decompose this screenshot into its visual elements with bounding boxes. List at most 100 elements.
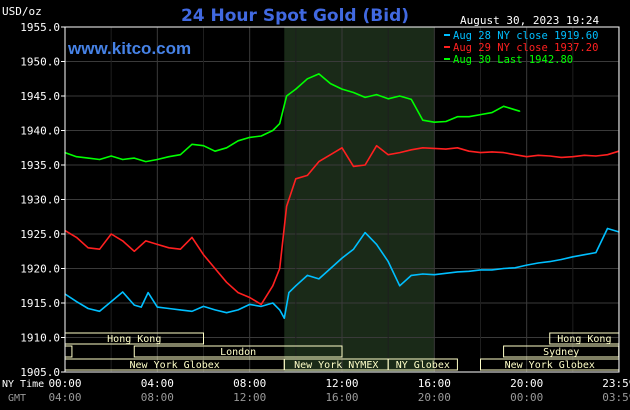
series-2-point <box>549 155 551 157</box>
series-2-point <box>202 254 205 256</box>
series-2-point <box>295 178 297 180</box>
market-session-label: New York NYMEX <box>294 360 378 371</box>
market-session-label: London <box>220 347 256 358</box>
series-1-point <box>364 232 366 234</box>
series-layer <box>64 73 620 320</box>
x-tick-label-gmt: 04:00 <box>48 391 81 404</box>
series-1-point <box>147 292 149 294</box>
series-1-point <box>456 271 459 273</box>
series-3-point <box>422 119 424 121</box>
series-2-point <box>225 281 228 283</box>
series-1-point <box>214 309 216 311</box>
series-2-point <box>341 147 343 149</box>
series-1-point <box>237 309 239 311</box>
series-1-point <box>272 302 274 304</box>
series-2-point <box>145 240 147 242</box>
series-3-point <box>410 98 412 101</box>
series-2-point <box>122 240 124 242</box>
series-3-point <box>225 147 228 149</box>
market-session-bar <box>133 345 343 358</box>
series-2-point <box>237 292 239 294</box>
series-1-point <box>306 274 308 276</box>
series-2-point <box>376 145 378 147</box>
series-1-point <box>433 274 435 276</box>
series-1-point <box>560 258 562 261</box>
series-3-point <box>514 109 516 111</box>
series-1-point <box>122 291 124 293</box>
series-line-3 <box>64 73 520 163</box>
series-3-point <box>306 78 308 80</box>
x-tick-label-gmt: 20:00 <box>418 391 451 404</box>
series-2-point <box>191 236 193 239</box>
series-2-point <box>399 151 401 154</box>
series-3-point <box>156 158 158 161</box>
series-1-point <box>468 270 470 272</box>
series-2-point <box>99 248 101 250</box>
market-session-label: Hong Kong <box>107 334 161 345</box>
series-1-point <box>99 310 101 312</box>
series-1-point <box>283 317 285 319</box>
series-1-point <box>288 292 290 294</box>
y-unit-label: USD/oz <box>2 5 42 18</box>
series-1-point <box>526 264 528 266</box>
series-3-point <box>191 143 193 145</box>
series-3-point <box>376 94 378 96</box>
series-1-point <box>225 312 228 314</box>
series-3-point <box>279 123 281 125</box>
series-2-point <box>179 248 182 250</box>
series-1-point <box>410 274 412 276</box>
series-3-point <box>502 105 505 107</box>
series-1-point <box>502 267 505 270</box>
series-2-point <box>410 149 412 151</box>
series-3-point <box>318 73 320 75</box>
series-3-point <box>352 91 355 94</box>
series-1-point <box>352 248 355 250</box>
x-tick-label-ny: 12:00 <box>325 377 358 390</box>
series-1-point <box>491 269 493 271</box>
series-3-point <box>399 95 401 97</box>
series-3-point <box>99 158 101 161</box>
market-session-bar <box>387 358 458 371</box>
series-3-point <box>75 156 78 158</box>
series-1-point <box>572 256 574 258</box>
series-2-point <box>352 165 355 167</box>
series-3-point <box>491 111 493 114</box>
series-1-point <box>583 254 585 256</box>
series-1-point <box>191 310 193 312</box>
y-tick-label: 1930.0 <box>20 194 60 207</box>
series-1-point <box>399 285 401 287</box>
chart-timestamp: August 30, 2023 19:24 <box>460 14 599 27</box>
series-1-point <box>168 307 170 310</box>
series-2-point <box>214 267 216 270</box>
series-3-point <box>456 116 459 118</box>
series-3-point <box>122 158 124 161</box>
y-tick-label: 1925.0 <box>20 228 60 241</box>
series-3-point <box>249 136 251 138</box>
y-tick-label: 1920.0 <box>20 263 60 276</box>
x-tick-label-gmt: 12:00 <box>233 391 266 404</box>
y-axis: 1905.0 1910.0 1915.0 1920.0 1925.0 1930.0 1935… <box>20 21 620 379</box>
series-2-point <box>364 164 366 166</box>
y-tick-label: 1955.0 <box>20 21 60 34</box>
series-3-point <box>168 156 170 158</box>
series-3-point <box>237 140 239 142</box>
x-label-ny-time: NY Time <box>2 379 44 390</box>
market-session-label: Hong Kong <box>557 334 611 345</box>
series-2-point <box>249 296 251 299</box>
series-3-point <box>341 88 343 90</box>
x-tick-label-gmt: 16:00 <box>325 391 358 404</box>
series-2-point <box>318 160 320 163</box>
x-tick-label-ny: 04:00 <box>141 377 174 390</box>
series-3-point <box>87 157 89 159</box>
series-2-point <box>279 267 281 270</box>
series-1-point <box>260 305 262 308</box>
series-2-point <box>110 233 112 235</box>
x-tick-label-gmt: 03:59 <box>602 391 630 404</box>
y-tick-label: 1935.0 <box>20 159 60 172</box>
x-tick-label-ny: 00:00 <box>48 377 81 390</box>
series-2-point <box>456 147 459 149</box>
plot-frame <box>64 26 620 373</box>
series-3-point <box>260 135 262 137</box>
